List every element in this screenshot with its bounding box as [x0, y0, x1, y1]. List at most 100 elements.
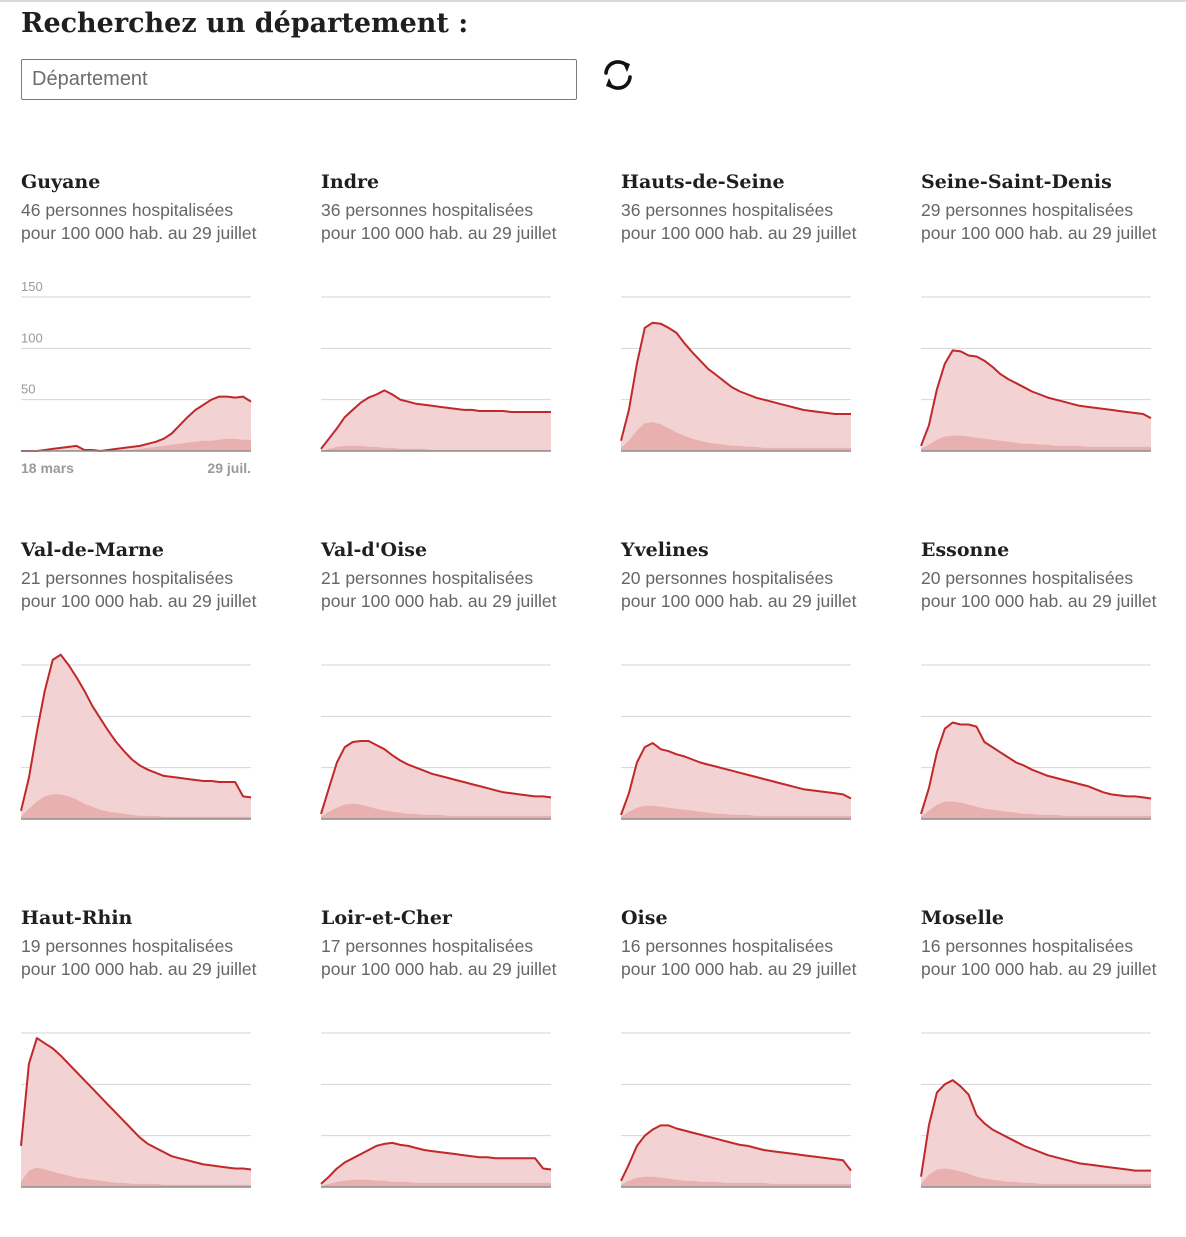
hospitalised-line	[920, 1079, 1151, 1177]
hospitalised-area	[621, 743, 851, 819]
department-panel: Essonne 20 personnes hospitalisées pour 10…	[920, 539, 1186, 869]
hospitalised-line	[20, 653, 252, 812]
hospitalisation-chart	[320, 296, 551, 452]
summary-line1: 21 personnes hospitalisées	[321, 568, 534, 588]
hospitalised-area	[21, 396, 251, 451]
hospitalised-line	[20, 1037, 252, 1171]
secondary-area	[621, 805, 851, 819]
summary-line1: 17 personnes hospitalisées	[321, 936, 534, 956]
secondary-area	[21, 1167, 251, 1187]
x-start-label: 18 mars	[21, 460, 74, 476]
secondary-area	[621, 1176, 851, 1187]
hospitalised-line	[920, 721, 1152, 815]
hospitalisation-chart	[20, 1032, 252, 1188]
secondary-area	[21, 438, 251, 451]
summary-line1: 20 personnes hospitalisées	[921, 568, 1134, 588]
hospitalisation-chart	[20, 653, 252, 820]
summary-line2: pour 100 000 hab. au 29 juillet	[21, 223, 257, 243]
hospitalised-area	[321, 390, 551, 451]
hospitalised-area	[21, 654, 251, 819]
hospitalised-area	[321, 1142, 551, 1187]
hospitalisation-summary: 21 personnes hospitalisées pour 100 000 h…	[21, 567, 291, 613]
summary-line1: 21 personnes hospitalisées	[21, 568, 234, 588]
secondary-area	[921, 801, 1151, 819]
summary-line2: pour 100 000 hab. au 29 juillet	[621, 591, 857, 611]
hospitalisation-summary: 16 personnes hospitalisées pour 100 000 h…	[921, 935, 1186, 981]
summary-line1: 16 personnes hospitalisées	[621, 936, 834, 956]
department-panel: Moselle 16 personnes hospitalisées pour 10…	[920, 907, 1186, 1237]
department-panel: Guyane 46 personnes hospitalisées pour 100…	[21, 171, 291, 501]
secondary-area	[321, 803, 551, 819]
summary-line2: pour 100 000 hab. au 29 juillet	[321, 959, 557, 979]
y-tick-label: 150	[21, 279, 43, 294]
hospitalisation-summary: 21 personnes hospitalisées pour 100 000 h…	[321, 567, 591, 613]
hospitalisation-summary: 36 personnes hospitalisées pour 100 000 h…	[321, 199, 591, 245]
department-name: Yvelines	[621, 539, 709, 561]
summary-line2: pour 100 000 hab. au 29 juillet	[621, 959, 857, 979]
hospitalisation-chart	[920, 1032, 1151, 1188]
department-name: Guyane	[21, 171, 101, 193]
department-panel: Loir-et-Cher 17 personnes hospitalisées po…	[320, 907, 591, 1237]
hospitalised-line	[620, 1124, 852, 1182]
summary-line2: pour 100 000 hab. au 29 juillet	[321, 591, 557, 611]
department-name: Hauts-de-Seine	[621, 171, 785, 193]
hospitalised-line	[320, 389, 551, 450]
summary-line2: pour 100 000 hab. au 29 juillet	[21, 591, 257, 611]
summary-line2: pour 100 000 hab. au 29 juillet	[21, 959, 257, 979]
department-name: Val-de-Marne	[21, 539, 164, 561]
refresh-icon	[604, 60, 632, 90]
hospitalised-line	[920, 349, 1152, 447]
hospitalisation-chart	[920, 296, 1152, 452]
department-panel: Oise 16 personnes hospitalisées pour 100 0…	[620, 907, 891, 1237]
department-name: Moselle	[921, 907, 1005, 929]
department-name: Essonne	[921, 539, 1010, 561]
refresh-button[interactable]	[598, 55, 638, 95]
summary-line2: pour 100 000 hab. au 29 juillet	[621, 223, 857, 243]
hospitalisation-summary: 29 personnes hospitalisées pour 100 000 h…	[921, 199, 1186, 245]
department-panel: Val-de-Marne 21 personnes hospitalisées po…	[20, 539, 291, 869]
summary-line1: 19 personnes hospitalisées	[21, 936, 234, 956]
summary-line2: pour 100 000 hab. au 29 juillet	[921, 223, 1157, 243]
y-tick-label: 50	[21, 382, 35, 397]
hospitalised-area	[921, 722, 1151, 819]
hospitalised-line	[21, 395, 252, 452]
department-panel: Hauts-de-Seine 36 personnes hospitalisées…	[620, 171, 891, 501]
hospitalisation-chart	[920, 664, 1152, 820]
hospitalised-area	[921, 350, 1151, 451]
summary-line2: pour 100 000 hab. au 29 juillet	[921, 591, 1157, 611]
summary-line1: 46 personnes hospitalisées	[21, 200, 234, 220]
summary-line2: pour 100 000 hab. au 29 juillet	[921, 959, 1157, 979]
department-panel: Indre 36 personnes hospitalisées pour 100 …	[320, 171, 591, 501]
summary-line1: 36 personnes hospitalisées	[621, 200, 834, 220]
summary-line1: 36 personnes hospitalisées	[321, 200, 534, 220]
hospitalisation-summary: 20 personnes hospitalisées pour 100 000 h…	[621, 567, 891, 613]
department-panel: Yvelines 20 personnes hospitalisées pour 1…	[620, 539, 891, 869]
department-name: Seine-Saint-Denis	[921, 171, 1112, 193]
hospitalisation-chart	[320, 1032, 552, 1188]
y-tick-label: 100	[21, 330, 43, 345]
department-panel: Seine-Saint-Denis 29 personnes hospitalis…	[920, 171, 1186, 501]
department-panel: Val-d'Oise 21 personnes hospitalisées pour…	[320, 539, 591, 869]
summary-line1: 20 personnes hospitalisées	[621, 568, 834, 588]
department-panel: Haut-Rhin 19 personnes hospitalisées pour …	[20, 907, 291, 1237]
hospitalised-area	[621, 1125, 851, 1187]
hospitalisation-chart	[620, 1032, 852, 1188]
department-name: Val-d'Oise	[321, 539, 428, 561]
secondary-area	[921, 435, 1151, 451]
hospitalisation-chart	[620, 664, 852, 820]
department-search-input[interactable]	[21, 59, 577, 100]
hospitalisation-summary: 16 personnes hospitalisées pour 100 000 h…	[621, 935, 891, 981]
summary-line2: pour 100 000 hab. au 29 juillet	[321, 223, 557, 243]
x-end-label: 29 juil.	[207, 460, 251, 476]
department-name: Loir-et-Cher	[321, 907, 452, 929]
hospitalisation-chart	[320, 664, 552, 820]
hospitalised-line	[620, 742, 852, 816]
secondary-area	[321, 1179, 551, 1187]
hospitalisation-chart: 50 100 150 18 mars 29 juil.	[21, 279, 252, 476]
hospitalisation-summary: 36 personnes hospitalisées pour 100 000 h…	[621, 199, 891, 245]
secondary-area	[621, 422, 851, 451]
search-title: Recherchez un département :	[21, 8, 469, 39]
hospitalised-area	[921, 1080, 1151, 1187]
hospitalisation-summary: 20 personnes hospitalisées pour 100 000 h…	[921, 567, 1186, 613]
hospitalised-line	[320, 1141, 552, 1185]
